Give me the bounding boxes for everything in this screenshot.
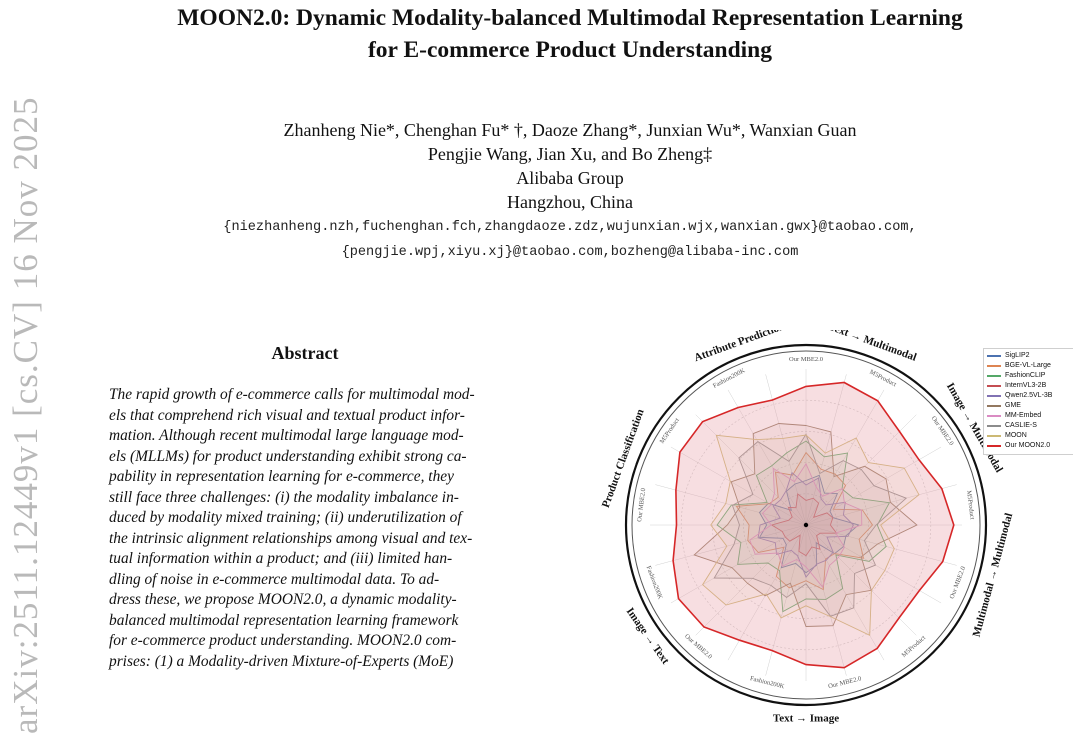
radar-task-label: Multimodal → Multimodal bbox=[971, 512, 1016, 638]
title-line-1: MOON2.0: Dynamic Modality-balanced Multi… bbox=[177, 5, 963, 31]
radar-axis-label: Fashion200K bbox=[749, 675, 785, 690]
location: Hangzhou, China bbox=[507, 192, 633, 212]
email-line-1: {niezhanheng.nzh,fuchenghan.fch,zhangdao… bbox=[223, 220, 917, 235]
radar-axis-label: M5Product bbox=[901, 634, 928, 659]
radar-spoke bbox=[805, 524, 917, 636]
radar-spoke bbox=[670, 446, 807, 526]
legend-swatch bbox=[987, 415, 1001, 417]
radar-task-label: Text → Image bbox=[773, 713, 839, 725]
legend-entry: Our MOON2.0 bbox=[987, 441, 1073, 451]
legend-label: SigLIP2 bbox=[1005, 352, 1030, 359]
abstract-line: tual information within a product; and (… bbox=[109, 550, 453, 567]
radar-spoke bbox=[655, 524, 807, 566]
abstract-line: for e-commerce product understanding. MO… bbox=[109, 632, 457, 649]
legend-entry: CASLIE-S bbox=[987, 421, 1073, 431]
radar-axis-label: M5Product bbox=[659, 417, 681, 445]
legend-entry: InternVL3-2B bbox=[987, 381, 1073, 391]
radar-axis-label: Fashion200K bbox=[645, 565, 664, 601]
radar-spoke bbox=[805, 524, 942, 604]
figure-legend: SigLIP2 BGE-VL-Large FashionCLIP InternVL3-… bbox=[983, 348, 1073, 455]
radar-spoke bbox=[695, 524, 807, 636]
abstract-body: The rapid growth of e-commerce calls for… bbox=[109, 385, 548, 672]
radar-series-outline bbox=[758, 474, 860, 574]
radar-axis-label: Fashion200K bbox=[712, 367, 747, 390]
radar-center-dot bbox=[803, 522, 809, 528]
radar-highlight-series bbox=[672, 381, 955, 669]
legend-swatch bbox=[987, 395, 1001, 397]
abstract-line: mation. Although recent multimodal large… bbox=[109, 427, 464, 444]
legend-entry: BGE-VL-Large bbox=[987, 361, 1073, 371]
legend-entry: MM-Embed bbox=[987, 411, 1073, 421]
author-list-line-2: Pengjie Wang, Jian Xu, and Bo Zheng‡ bbox=[427, 144, 713, 164]
abstract-line: prises: (1) a Modality-driven Mixture-of… bbox=[109, 652, 454, 670]
radar-spoke bbox=[805, 389, 885, 526]
legend-label: GME bbox=[1005, 402, 1021, 409]
legend-entry: SigLIP2 bbox=[987, 351, 1073, 361]
abstract-line: balanced multimodal representation learn… bbox=[109, 611, 459, 629]
radar-axis-label: Our MBE2.0 bbox=[683, 633, 713, 661]
legend-swatch bbox=[987, 365, 1001, 367]
radar-series-outline bbox=[713, 433, 908, 617]
legend-swatch bbox=[987, 375, 1001, 377]
radar-spoke bbox=[805, 524, 885, 661]
radar-spoke bbox=[655, 484, 807, 526]
legend-entry: Qwen2.5VL-3B bbox=[987, 391, 1073, 401]
radar-spoke bbox=[805, 524, 957, 566]
legend-label: Our MOON2.0 bbox=[1005, 442, 1051, 449]
radar-axis-label: Our MBE2.0 bbox=[789, 356, 823, 363]
legend-label: MOON bbox=[1005, 432, 1027, 439]
radar-spoke bbox=[805, 374, 847, 526]
legend-swatch bbox=[987, 445, 1001, 447]
legend-label: CASLIE-S bbox=[1005, 422, 1037, 429]
legend-label: InternVL3-2B bbox=[1005, 382, 1047, 389]
radar-series-outline bbox=[702, 434, 920, 637]
abstract-line: els that comprehend rich visual and text… bbox=[109, 406, 465, 424]
radar-figure: Our MBE2.0 M5Product Our MBE2.0 M5Product Ou… bbox=[600, 330, 1016, 725]
abstract-line: The rapid growth of e-commerce calls for… bbox=[109, 386, 475, 403]
arxiv-identifier-stamp: arXiv:2511.12449v1 [cs.CV] 16 Nov 2025 bbox=[6, 96, 45, 734]
abstract-line: pability in representation learning for … bbox=[109, 468, 454, 485]
legend-swatch bbox=[987, 385, 1001, 387]
email-line-2: {pengjie.wpj,xiyu.xj}@taobao.com,bozheng… bbox=[341, 245, 799, 260]
abstract-line: still face three challenges: (i) the mod… bbox=[109, 488, 459, 506]
legend-swatch bbox=[987, 435, 1001, 437]
author-list-line-1: Zhanheng Nie*, Chenghan Fu* †, Daoze Zha… bbox=[283, 120, 857, 140]
legend-entry: GME bbox=[987, 401, 1073, 411]
abstract-line: duced by modality mixed training; (ii) u… bbox=[109, 509, 462, 526]
affiliation: Alibaba Group bbox=[516, 168, 624, 188]
abstract-line: dling of noise in e-commerce multimodal … bbox=[109, 570, 440, 588]
abstract-line: the intrinsic alignment relationships am… bbox=[109, 529, 473, 547]
title-line-2: for E-commerce Product Understanding bbox=[367, 37, 773, 63]
radar-outer-ring bbox=[624, 343, 988, 707]
abstract-heading: Abstract bbox=[271, 343, 339, 363]
radar-series-outline bbox=[735, 451, 874, 591]
legend-swatch bbox=[987, 405, 1001, 407]
radar-axis-label: Our MBE2.0 bbox=[636, 488, 647, 523]
radar-spoke bbox=[727, 389, 807, 526]
legend-swatch bbox=[987, 425, 1001, 427]
abstract-line: els (MLLMs) for product understanding ex… bbox=[109, 447, 467, 465]
legend-label: FashionCLIP bbox=[1005, 372, 1046, 379]
radar-spoke bbox=[805, 524, 847, 676]
radar-series-outline bbox=[716, 440, 891, 613]
legend-label: Qwen2.5VL-3B bbox=[1005, 392, 1053, 399]
radar-axis-label: Our MBE2.0 bbox=[828, 675, 863, 690]
radar-spoke bbox=[805, 484, 957, 526]
radar-spoke bbox=[695, 414, 807, 526]
abstract-line: dress these, we propose MOON2.0, a dynam… bbox=[109, 591, 457, 608]
radar-axis-label: M5Product bbox=[965, 490, 975, 520]
radar-inner-ring bbox=[631, 350, 981, 700]
radar-axis-label: M5Product bbox=[868, 369, 897, 389]
radar-spoke bbox=[727, 524, 807, 661]
legend-entry: FashionCLIP bbox=[987, 371, 1073, 381]
legend-entry: MOON bbox=[987, 431, 1073, 441]
legend-label: BGE-VL-Large bbox=[1005, 362, 1051, 369]
paper-title: MOON2.0: Dynamic Modality-balanced Multi… bbox=[70, 2, 1070, 66]
author-block: Zhanheng Nie*, Chenghan Fu* †, Daoze Zha… bbox=[70, 118, 1070, 265]
radar-axis-label: Our MBE2.0 bbox=[949, 566, 968, 600]
legend-swatch bbox=[987, 355, 1001, 357]
legend-label: MM-Embed bbox=[1005, 412, 1042, 419]
